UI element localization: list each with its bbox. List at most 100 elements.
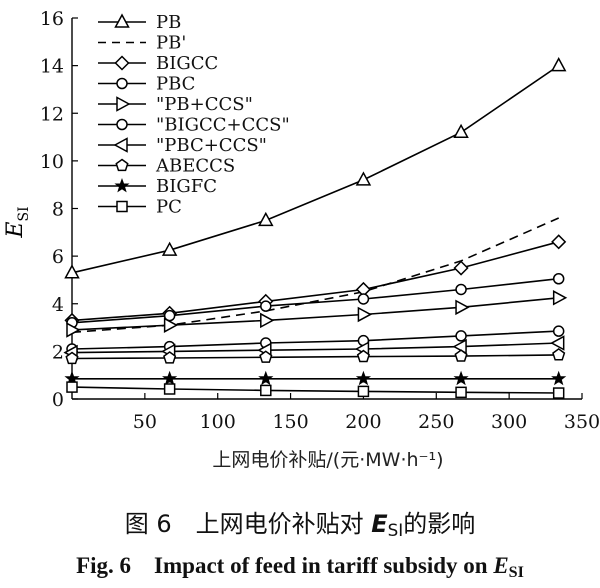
marker-circle — [552, 272, 565, 285]
marker-square — [260, 384, 272, 397]
legend-item: PB — [98, 12, 181, 33]
series-line — [71, 241, 559, 322]
marker-circle — [357, 293, 370, 305]
marker-triangle-up — [453, 123, 469, 139]
legend-label: "PB+CCS" — [156, 94, 253, 115]
marker-circle — [116, 118, 128, 131]
marker-triangle-left — [113, 137, 128, 153]
marker-triangle-up — [550, 57, 567, 72]
legend-label: PB' — [156, 33, 186, 54]
series-7 — [65, 348, 566, 365]
legend-item: BIGCC — [98, 53, 218, 74]
marker-star — [551, 370, 567, 386]
marker-pentagon — [65, 351, 79, 365]
marker-pentagon — [552, 348, 566, 361]
marker-triangle-up — [64, 264, 80, 279]
marker-diamond — [453, 260, 469, 276]
series-9 — [66, 381, 565, 399]
marker-circle — [116, 77, 128, 90]
marker-square — [552, 387, 565, 399]
y-tick-label: 14 — [40, 56, 64, 78]
x-axis-label: 上网电价补贴/(元·MW·h⁻¹) — [212, 449, 443, 471]
series-3 — [66, 272, 565, 329]
legend-label: "PBC+CCS" — [156, 135, 267, 156]
x-tick-label: 250 — [418, 411, 454, 433]
series-line — [71, 277, 559, 324]
y-tick-label: 12 — [40, 103, 64, 125]
x-tick-label: 300 — [491, 411, 527, 433]
marker-square — [66, 381, 78, 393]
figure-caption-cn: 图 6 上网电价补贴对 ESI的影响 — [124, 510, 476, 540]
x-tick-label: 150 — [272, 411, 308, 433]
series-0 — [64, 57, 567, 279]
marker-star — [258, 370, 274, 386]
y-tick-label: 4 — [52, 294, 64, 316]
y-tick-label: 16 — [40, 8, 64, 30]
series-4 — [66, 290, 568, 338]
marker-square — [357, 385, 370, 398]
x-tick-label: 350 — [564, 411, 600, 433]
marker-star — [453, 370, 469, 386]
marker-diamond — [114, 55, 130, 71]
legend-item: "PB+CCS" — [98, 94, 253, 115]
series-line — [71, 386, 559, 394]
y-tick-label: 10 — [40, 151, 64, 173]
marker-circle — [455, 330, 467, 342]
marker-square — [455, 386, 467, 399]
y-tick-label: 2 — [52, 341, 64, 363]
x-tick-label: 200 — [345, 411, 381, 433]
marker-triangle-right — [116, 96, 131, 112]
marker-diamond — [551, 234, 567, 250]
marker-triangle-right — [552, 290, 568, 306]
legend-item: PC — [98, 197, 182, 218]
marker-star — [162, 370, 178, 386]
series-layer — [63, 57, 568, 399]
x-tick-label: 50 — [133, 411, 157, 433]
marker-pentagon — [163, 351, 177, 364]
marker-triangle-right — [455, 299, 470, 316]
marker-triangle-right — [260, 312, 275, 329]
marker-triangle-up — [161, 241, 178, 256]
marker-triangle-up — [355, 171, 372, 186]
y-axis-label: ESI — [3, 206, 32, 238]
marker-triangle-left — [550, 335, 565, 351]
legend-label: ABECCS — [155, 156, 235, 177]
marker-pentagon — [356, 349, 371, 363]
x-tick-label: 100 — [200, 411, 236, 433]
marker-square — [163, 383, 176, 395]
marker-star — [355, 370, 371, 386]
legend-label: BIGCC — [156, 53, 218, 74]
legend-item: "PBC+CCS" — [98, 135, 267, 156]
marker-circle — [455, 283, 467, 296]
legend-label: PB — [156, 12, 181, 33]
marker-triangle-right — [66, 322, 81, 338]
legend-item: ABECCS — [98, 156, 235, 177]
y-tick-label: 8 — [52, 199, 64, 221]
series-8 — [64, 370, 567, 386]
legend-label: BIGFC — [156, 176, 217, 197]
y-tick-label: 6 — [52, 246, 64, 268]
legend-item: PBC — [98, 74, 195, 95]
marker-triangle-right — [163, 317, 179, 333]
marker-pentagon — [259, 350, 273, 363]
marker-triangle-up — [258, 211, 274, 227]
marker-pentagon — [454, 349, 468, 362]
marker-triangle-up — [114, 13, 130, 28]
legend-label: PC — [156, 197, 182, 218]
marker-pentagon — [115, 158, 129, 172]
marker-triangle-left — [452, 338, 467, 355]
legend-item: "BIGCC+CCS" — [98, 115, 290, 136]
marker-circle — [260, 300, 272, 312]
legend-label: "BIGCC+CCS" — [156, 115, 290, 136]
legend-label: PBC — [156, 74, 195, 95]
marker-triangle-right — [357, 306, 373, 323]
series-line — [71, 64, 560, 274]
series-line — [71, 354, 559, 360]
series-line — [71, 297, 559, 331]
marker-star — [114, 178, 130, 193]
axes: 0 2 4 6 8 10 12 14 16 50 100 150 200 250 300 350 — [40, 8, 600, 433]
marker-circle — [552, 325, 565, 337]
legend-item: BIGFC — [98, 176, 217, 197]
series-line — [71, 342, 559, 354]
